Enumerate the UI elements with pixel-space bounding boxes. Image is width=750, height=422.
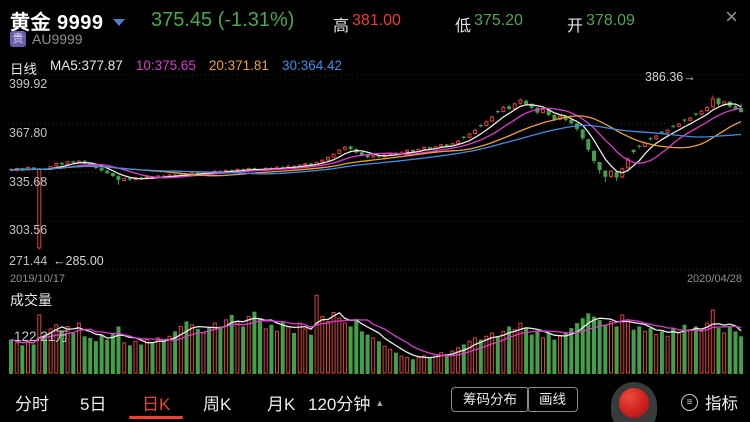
period-label: 日线 xyxy=(10,62,37,77)
quote-open: 开 378.09 xyxy=(567,12,635,36)
indicator-button[interactable]: ≡ 指标 xyxy=(681,390,738,414)
close-icon[interactable]: × xyxy=(725,4,738,29)
y-axis-label: 271.44 xyxy=(9,254,48,268)
ma10-legend: 10:375.65 xyxy=(135,58,196,73)
open-label: 开 xyxy=(567,18,584,35)
quote-low: 低 375.20 xyxy=(455,12,523,36)
draw-line-button[interactable]: 画线 xyxy=(527,387,578,412)
tab-timeline[interactable]: 分时 xyxy=(15,395,49,414)
ma30-legend: 30:364.42 xyxy=(281,58,342,73)
tab-monthly-k[interactable]: 月K xyxy=(267,395,296,414)
instrument-title: 黄金 9999 xyxy=(10,12,104,34)
instrument-selector[interactable]: 黄金 9999 xyxy=(10,6,125,35)
volume-pane-title: 成交量 xyxy=(10,292,52,308)
indicator-label[interactable]: 指标 xyxy=(705,395,738,413)
low-label: 低 xyxy=(455,18,472,35)
tab-daily-k[interactable]: 日K xyxy=(142,395,171,414)
chip-distribution-button[interactable]: 筹码分布 xyxy=(451,387,529,412)
active-tab-underline xyxy=(129,416,183,419)
triangle-up-icon: ▲ xyxy=(375,397,385,408)
open-value: 378.09 xyxy=(586,12,635,29)
low-annotation: ←285.00 xyxy=(53,254,104,268)
y-axis-label: 335.68 xyxy=(9,175,48,189)
period-dropdown-label: 120分钟 xyxy=(308,395,371,414)
quote-high: 高 381.00 xyxy=(333,12,401,36)
end-date: 2020/04/28 xyxy=(686,273,742,285)
y-axis-label: 303.56 xyxy=(9,223,48,237)
y-axis-label: 399.92 xyxy=(9,77,48,91)
ma20-legend: 20:371.81 xyxy=(208,58,269,73)
instrument-code-row: 贵 AU9999 xyxy=(10,31,83,47)
voice-record-button[interactable] xyxy=(611,382,657,422)
last-price: 375.45 (-1.31%) xyxy=(151,9,295,31)
ma5-legend: MA5:377.87 xyxy=(50,58,123,73)
period-dropdown[interactable]: 120分钟 ▲ xyxy=(308,390,384,415)
tab-5day[interactable]: 5日 xyxy=(80,395,107,414)
y-axis-label: 367.80 xyxy=(9,126,48,140)
low-value: 375.20 xyxy=(474,12,523,29)
record-dot-icon xyxy=(619,388,649,418)
ma-legend: 日线 MA5:377.87 10:375.65 20:371.81 30:364… xyxy=(10,58,342,78)
high-label: 高 xyxy=(333,18,350,35)
indicator-icon: ≡ xyxy=(681,393,698,411)
start-date: 2019/10/17 xyxy=(10,273,66,285)
chevron-down-icon xyxy=(112,18,125,26)
instrument-code: AU9999 xyxy=(32,31,83,47)
volume-scale-label: 122.21万 xyxy=(14,329,69,344)
market-badge: 贵 xyxy=(10,31,26,47)
high-value: 381.00 xyxy=(352,12,401,29)
tab-weekly-k[interactable]: 周K xyxy=(203,395,232,414)
high-annotation: 386.36→ xyxy=(645,70,696,84)
